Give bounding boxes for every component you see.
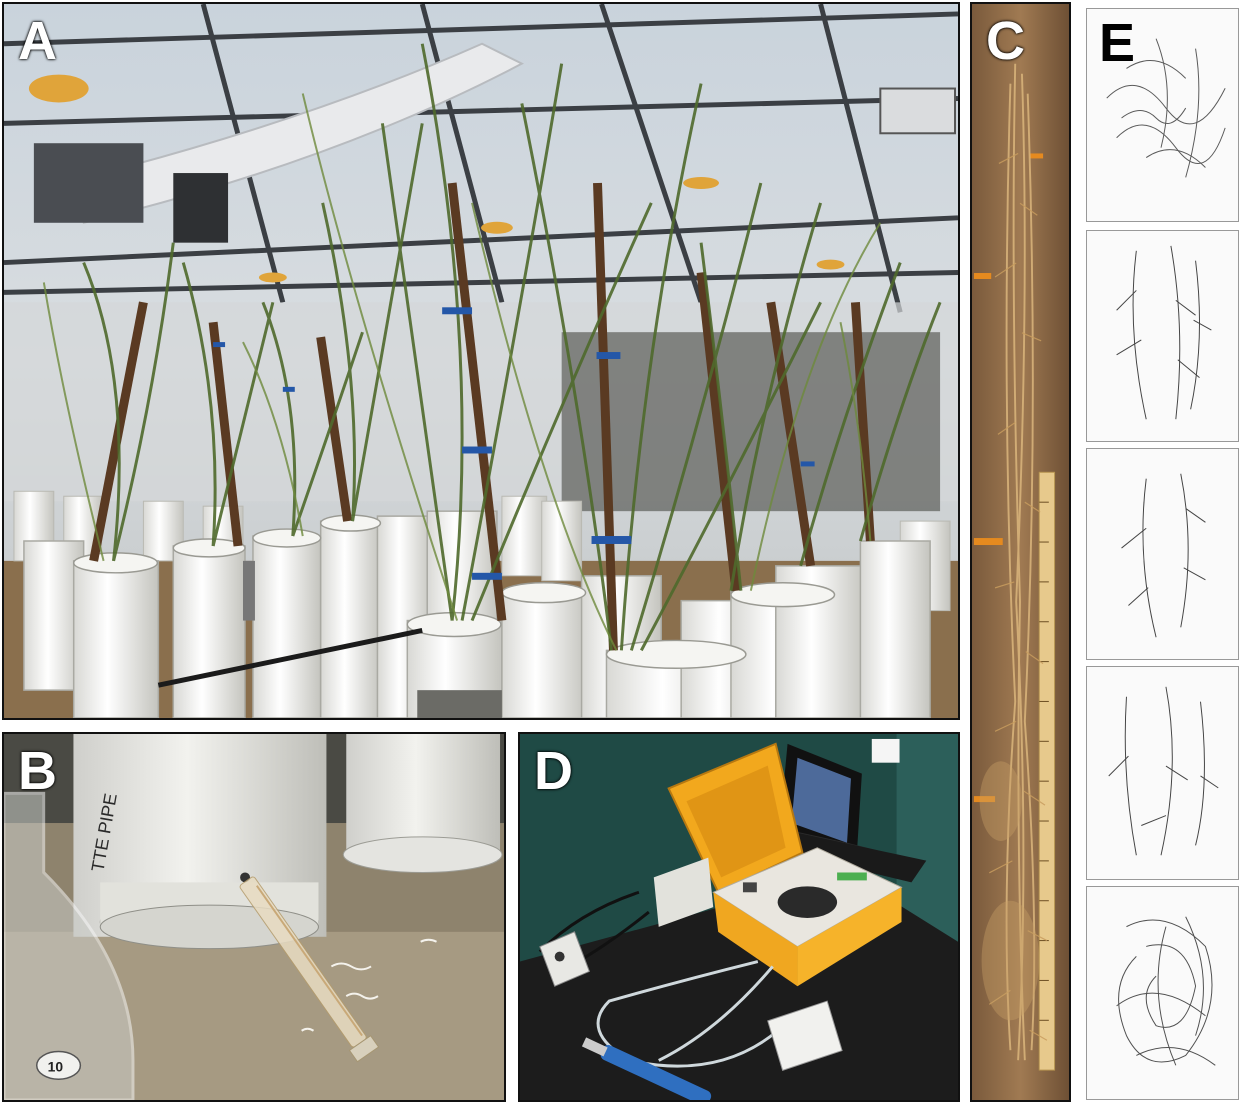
panel-e-label: E	[1099, 13, 1136, 73]
panel-d-label: D	[534, 741, 573, 801]
panel-b: TTE PIPE 10 B	[2, 732, 506, 1102]
root-scan-1	[1086, 8, 1239, 222]
panel-c-label: C	[986, 11, 1025, 71]
panel-d: D	[518, 732, 960, 1102]
panel-e: E	[1081, 2, 1243, 1102]
root-scan-2	[1086, 230, 1239, 442]
panel-c-photo	[972, 4, 1069, 1100]
panel-b-label: B	[18, 741, 57, 801]
panel-c: C	[970, 2, 1071, 1102]
panel-a-photo	[4, 4, 958, 718]
panel-d-photo	[520, 734, 958, 1100]
panel-a-label: A	[18, 11, 57, 71]
root-scan-3	[1086, 448, 1239, 660]
panel-b-photo: TTE PIPE 10	[4, 734, 504, 1100]
panel-a: A	[2, 2, 960, 720]
root-scan-5	[1086, 886, 1239, 1100]
root-scan-4	[1086, 666, 1239, 880]
flask-marking: 10	[48, 1058, 64, 1074]
